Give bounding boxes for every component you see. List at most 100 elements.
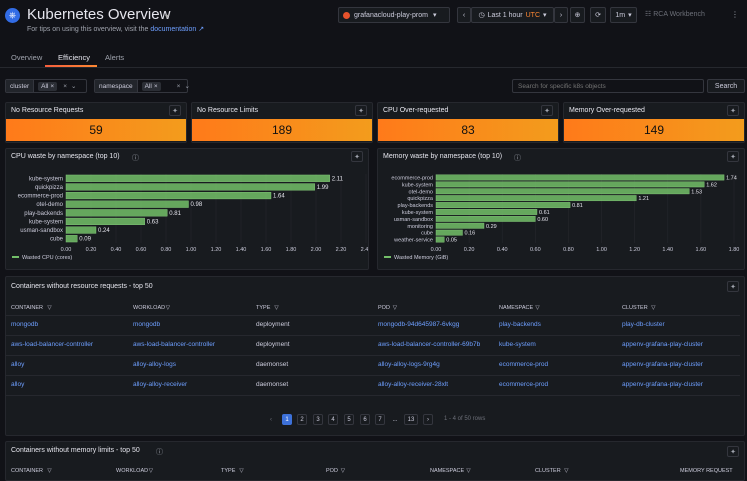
table-cell[interactable]: play-backends <box>499 321 541 328</box>
time-forward-button[interactable]: › <box>554 7 568 23</box>
table-cell[interactable]: appenv-grafana-play-cluster <box>622 361 703 368</box>
panel-menu-icon[interactable]: ✦ <box>355 105 367 116</box>
filter-icon[interactable]: ▽ <box>47 305 52 311</box>
table-cell[interactable]: aws-load-balancer-controller <box>11 341 94 348</box>
refresh-interval-picker[interactable]: 1m ▾ <box>610 7 637 23</box>
column-header[interactable]: WORKLOAD <box>116 468 149 474</box>
filter-icon[interactable]: ▽ <box>148 468 154 474</box>
table-cell[interactable]: aws-load-balancer-controller-69b7b <box>378 341 481 348</box>
table-cell[interactable]: alloy-alloy-logs-9rg4g <box>378 361 440 368</box>
table-cell[interactable]: aws-load-balancer-controller <box>133 341 216 348</box>
table-cell[interactable]: alloy-alloy-logs <box>133 361 176 368</box>
page-button[interactable]: 5 <box>344 414 354 425</box>
tab-overview[interactable]: Overview <box>11 53 43 62</box>
page-button[interactable]: 3 <box>313 414 323 425</box>
table-cell[interactable]: mongodb-94d645987-6vkgg <box>378 321 460 328</box>
cluster-value-chip[interactable]: All × <box>38 81 58 91</box>
info-icon[interactable]: ⓘ <box>156 449 163 456</box>
namespace-variable[interactable]: namespace All × × ⌄ <box>94 79 190 93</box>
search-button[interactable]: Search <box>707 79 745 93</box>
table-cell[interactable]: alloy <box>11 361 25 368</box>
bar[interactable] <box>65 209 168 217</box>
panel-menu-icon[interactable]: ✦ <box>351 151 363 162</box>
legend-label[interactable]: Wasted CPU (cores) <box>22 255 72 261</box>
page-button[interactable]: 6 <box>360 414 370 425</box>
time-range-picker[interactable]: ◷ Last 1 hour UTC ▾ <box>471 7 554 23</box>
tab-efficiency[interactable]: Efficiency <box>58 53 90 62</box>
column-header[interactable]: WORKLOAD <box>133 305 166 311</box>
bar[interactable] <box>435 195 637 202</box>
filter-icon[interactable]: ▽ <box>466 468 471 474</box>
table-cell[interactable]: mongodb <box>11 321 39 328</box>
panel-menu-icon[interactable]: ✦ <box>727 446 739 457</box>
namespace-chevron-icon[interactable]: ⌄ <box>184 83 190 90</box>
table-cell[interactable]: mongodb <box>133 321 161 328</box>
panel-menu-icon[interactable]: ✦ <box>727 105 739 116</box>
bar[interactable] <box>65 174 330 182</box>
bar[interactable] <box>435 229 463 236</box>
page-button[interactable]: 2 <box>297 414 307 425</box>
bar[interactable] <box>65 191 272 200</box>
filter-icon[interactable]: ▽ <box>392 305 398 311</box>
bar[interactable] <box>435 188 690 195</box>
time-back-button[interactable]: ‹ <box>457 7 471 23</box>
table-cell[interactable]: play-db-cluster <box>622 321 665 328</box>
table-cell[interactable]: appenv-grafana-play-cluster <box>622 341 703 348</box>
column-header[interactable]: CLUSTER <box>535 468 561 474</box>
remove-chip-icon[interactable]: × <box>50 82 55 90</box>
filter-icon[interactable]: ▽ <box>340 468 346 474</box>
clear-icon[interactable]: × <box>63 82 67 90</box>
panel-menu-icon[interactable]: ✦ <box>727 151 739 162</box>
table-cell[interactable]: alloy-alloy-receiver-28xlt <box>378 381 449 388</box>
bar[interactable] <box>435 174 725 181</box>
filter-icon[interactable]: ▽ <box>274 305 279 311</box>
column-header[interactable]: POD <box>326 468 338 474</box>
bar[interactable] <box>435 181 705 188</box>
bar[interactable] <box>435 209 538 215</box>
next-page-button[interactable]: › <box>423 414 433 425</box>
datasource-picker[interactable]: grafanacloud-play-prom ▾ <box>338 7 450 23</box>
column-header[interactable]: TYPE <box>221 468 236 474</box>
column-header[interactable]: POD <box>378 305 390 311</box>
bar[interactable] <box>65 217 145 226</box>
cluster-variable[interactable]: cluster All × × ⌄ <box>5 79 87 93</box>
page-button[interactable]: 7 <box>375 414 385 425</box>
rca-workbench-button[interactable]: ☷ RCA Workbench <box>645 10 705 18</box>
table-cell[interactable]: appenv-grafana-play-cluster <box>622 381 703 388</box>
remove-chip-icon[interactable]: × <box>153 82 158 90</box>
filter-icon[interactable]: ▽ <box>651 305 656 311</box>
column-header[interactable]: MEMORY REQUEST <box>680 468 733 474</box>
info-icon[interactable]: ⓘ <box>132 155 139 162</box>
bar[interactable] <box>435 215 536 222</box>
column-header[interactable]: CLUSTER <box>622 305 648 311</box>
legend-label[interactable]: Wasted Memory (GiB) <box>394 255 448 261</box>
filter-icon[interactable]: ▽ <box>165 305 171 311</box>
table-cell[interactable]: kube-system <box>499 341 536 348</box>
panel-menu-icon[interactable]: ✦ <box>541 105 553 116</box>
page-button[interactable]: 1 <box>282 414 292 425</box>
page-button[interactable]: 4 <box>328 414 338 425</box>
refresh-button[interactable]: ⟳ <box>590 7 606 23</box>
bar[interactable] <box>65 183 315 191</box>
table-cell[interactable]: alloy-alloy-receiver <box>133 381 188 388</box>
tab-alerts[interactable]: Alerts <box>105 53 125 62</box>
table-cell[interactable]: alloy <box>11 381 25 388</box>
column-header[interactable]: NAMESPACE <box>499 305 534 311</box>
column-header[interactable]: CONTAINER <box>11 305 43 311</box>
column-header[interactable]: CONTAINER <box>11 468 43 474</box>
filter-icon[interactable]: ▽ <box>564 468 569 474</box>
bar[interactable] <box>435 236 445 243</box>
zoom-out-button[interactable]: ⊕ <box>570 7 585 23</box>
table-cell[interactable]: ecommerce-prod <box>499 361 549 368</box>
column-header[interactable]: NAMESPACE <box>430 468 465 474</box>
info-icon[interactable]: ⓘ <box>514 155 521 162</box>
bar[interactable] <box>65 235 78 243</box>
page-button[interactable]: 13 <box>404 414 418 425</box>
filter-icon[interactable]: ▽ <box>535 305 540 311</box>
filter-icon[interactable]: ▽ <box>47 468 52 474</box>
bar[interactable] <box>65 200 189 208</box>
bar[interactable] <box>435 222 485 229</box>
bar[interactable] <box>65 226 97 234</box>
more-options-icon[interactable]: ⋮ <box>731 10 739 19</box>
prev-page-button[interactable]: ‹ <box>270 416 272 423</box>
